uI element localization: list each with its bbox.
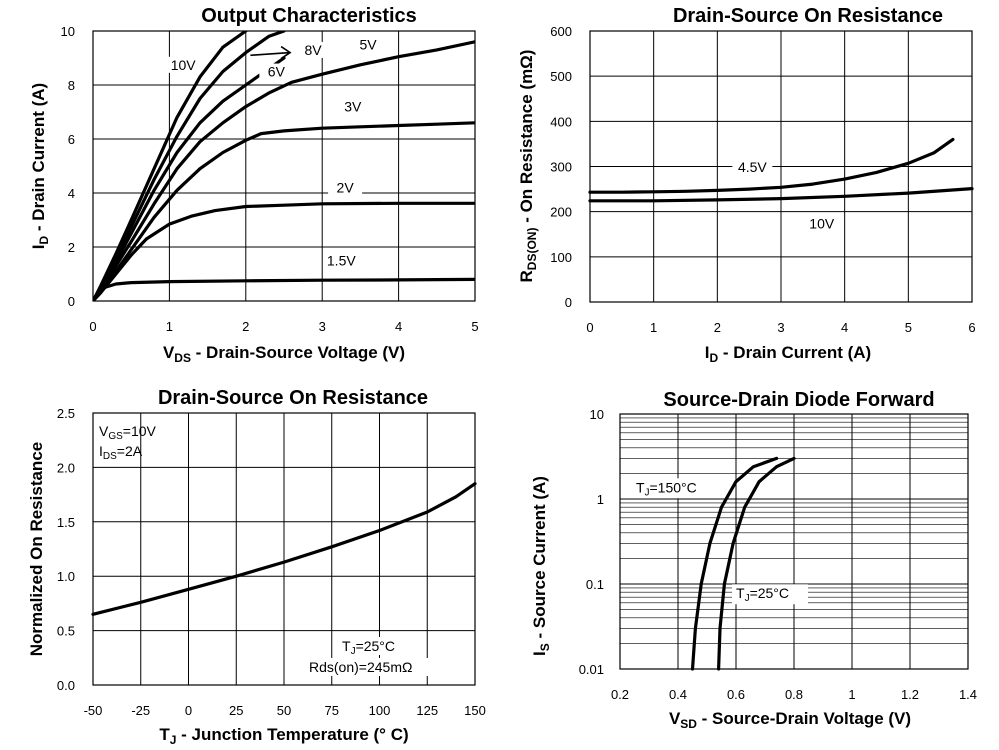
x-tick-label: 3 — [319, 319, 326, 334]
y-tick-label: 1.5 — [57, 515, 75, 530]
x-tick-label: 0 — [586, 320, 593, 335]
x-tick-label: 1 — [166, 319, 173, 334]
chart-output-characteristics: Output Characteristics 0 1 2 3 4 5 0 2 4 6 8 10 10V… — [29, 5, 479, 365]
x-tick-label: 0 — [185, 703, 192, 718]
annotation-arrow-line — [250, 53, 290, 56]
x-tick-label: 0 — [89, 319, 96, 334]
x-axis-label: ID - Drain Current (A) — [705, 343, 871, 365]
x-tick-label: -25 — [131, 703, 150, 718]
series-label-5V: 5V — [359, 37, 377, 53]
series-label-2V: 2V — [337, 180, 355, 196]
y-tick-label: 1.0 — [57, 569, 75, 584]
y-tick-label: 100 — [550, 250, 572, 265]
x-tick-label: 0.6 — [727, 687, 745, 702]
y-axis-label: ID - Drain Current (A) — [29, 83, 51, 249]
x-tick-label: 6 — [968, 320, 975, 335]
series-line-2V — [93, 203, 475, 301]
series-label-3V: 3V — [344, 99, 362, 115]
x-tick-label: 75 — [325, 703, 339, 718]
y-tick-label: 6 — [68, 132, 75, 147]
x-tick-label: 50 — [277, 703, 291, 718]
x-tick-label: 125 — [416, 703, 438, 718]
y-tick-label: 0.1 — [586, 577, 604, 592]
x-tick-label: 0.4 — [669, 687, 687, 702]
series-label-4.5V: 4.5V — [738, 159, 767, 175]
x-tick-label: 0.2 — [611, 687, 629, 702]
x-tick-label: 4 — [841, 320, 848, 335]
y-tick-label: 600 — [550, 24, 572, 39]
x-tick-label: -50 — [84, 703, 103, 718]
datasheet-charts: Output Characteristics 0 1 2 3 4 50246810 10V… — [0, 0, 999, 750]
y-tick-label: 500 — [550, 69, 572, 84]
chart-title: Drain-Source On Resistance — [673, 5, 943, 27]
note-rds: Rds(on)=245mΩ — [309, 659, 412, 675]
chart-title: Source-Drain Diode Forward — [663, 389, 934, 411]
y-tick-label: 8 — [68, 78, 75, 93]
y-tick-label: 2 — [68, 240, 75, 255]
x-tick-label: 3 — [777, 320, 784, 335]
y-tick-label: 200 — [550, 205, 572, 220]
x-tick-label: 2 — [242, 319, 249, 334]
series-label-1.5V: 1.5V — [327, 253, 356, 269]
chart-diode-forward: Source-Drain Diode Forward 0.2 0.4 0.6 0.8 1… — [530, 389, 977, 731]
y-tick-label: 4 — [68, 186, 75, 201]
y-tick-label: 0.5 — [57, 624, 75, 639]
series-label-6V: 6V — [268, 64, 286, 80]
x-tick-label: 150 — [464, 703, 486, 718]
y-tick-label: 0.01 — [579, 662, 604, 677]
x-tick-label: 1.4 — [959, 687, 977, 702]
y-tick-label: 0.0 — [57, 678, 75, 693]
y-tick-label: 0 — [68, 294, 75, 309]
x-tick-label: 100 — [369, 703, 391, 718]
chart-title: Drain-Source On Resistance — [158, 387, 428, 409]
x-tick-label: 4 — [395, 319, 402, 334]
y-tick-label: 2.0 — [57, 460, 75, 475]
x-tick-label: 5 — [471, 319, 478, 334]
x-tick-label: 1 — [650, 320, 657, 335]
x-axis-label: VDS - Drain-Source Voltage (V) — [163, 343, 405, 365]
x-tick-label: 0.8 — [785, 687, 803, 702]
series-line-1.5V — [93, 279, 475, 301]
condition-ids: IDS=2A — [99, 443, 143, 462]
series-label-10V: 10V — [171, 57, 197, 73]
y-tick-label: 1 — [597, 492, 604, 507]
y-tick-label: 10 — [590, 407, 604, 422]
y-tick-label: 10 — [61, 24, 75, 39]
x-axis-label: VSD - Source-Drain Voltage (V) — [669, 709, 911, 731]
series-label-10V: 10V — [809, 215, 835, 231]
y-tick-label: 300 — [550, 160, 572, 175]
x-axis-label: TJ - Junction Temperature (° C) — [159, 725, 408, 747]
chart-normalized-on-resistance: Drain-Source On Resistance -50 -25 0 25 50 75… — [27, 387, 486, 747]
series-label-8V: 8V — [304, 42, 322, 58]
x-tick-label: 5 — [905, 320, 912, 335]
y-tick-label: 400 — [550, 114, 572, 129]
x-tick-label: 25 — [229, 703, 243, 718]
y-axis-label: Normalized On Resistance — [27, 442, 46, 656]
x-tick-label: 1.2 — [901, 687, 919, 702]
y-axis-label: IS - Source Current (A) — [530, 476, 552, 656]
y-axis-label: RDS(ON) - On Resistance (mΩ) — [517, 50, 539, 283]
y-tick-label: 2.5 — [57, 406, 75, 421]
chart-rdson-vs-current: Drain-Source On Resistance 0 1 2 3 4 5 6 0 100 20… — [517, 5, 976, 365]
y-tick-label: 0 — [565, 295, 572, 310]
condition-vgs: VGS=10V — [99, 423, 157, 442]
chart-title: Output Characteristics — [201, 5, 417, 27]
series-line-5V — [93, 42, 475, 301]
x-tick-label: 1 — [848, 687, 855, 702]
x-tick-label: 2 — [714, 320, 721, 335]
